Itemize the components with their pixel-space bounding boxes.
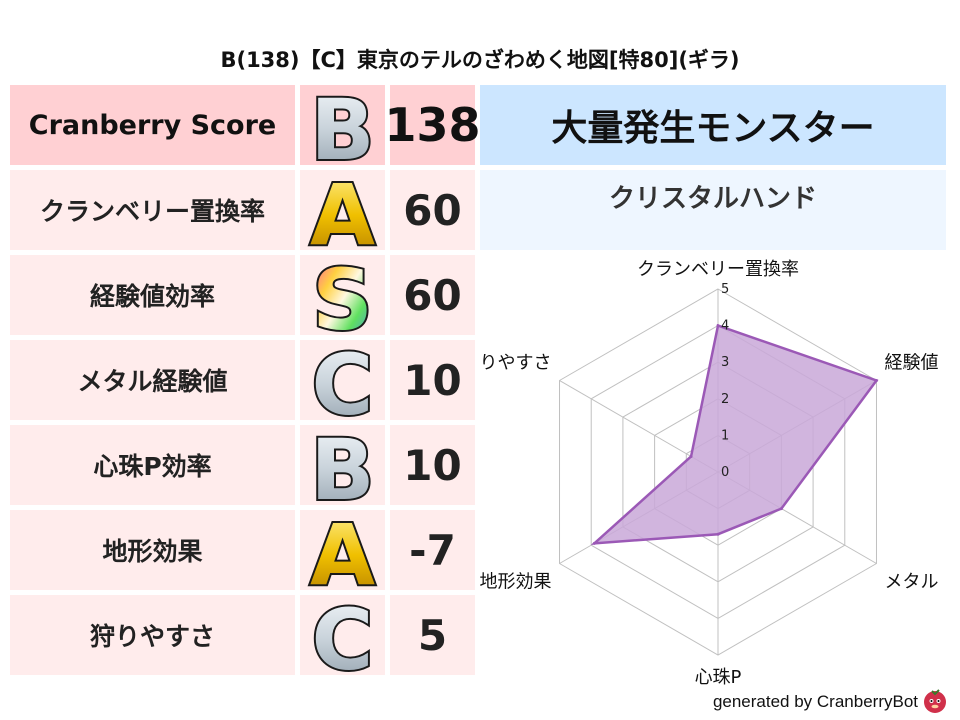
data-point bbox=[716, 532, 720, 536]
svg-text:C: C bbox=[312, 593, 374, 678]
page-title: B(138)【C】東京のテルのざわめく地図[特80](ギラ) bbox=[220, 48, 740, 72]
grade-a-icon: A bbox=[308, 168, 377, 253]
axis-label: メタル bbox=[884, 572, 938, 593]
grade-c-icon: C bbox=[310, 593, 376, 678]
data-polygon bbox=[590, 323, 879, 545]
grade-s-icon: S bbox=[310, 253, 375, 338]
footer-credit: generated by CranberryBot bbox=[712, 692, 918, 711]
metric-value: 10 bbox=[390, 340, 475, 420]
grade-badge: C bbox=[300, 338, 385, 423]
grade-b-icon: B bbox=[308, 423, 376, 508]
score-label: Cranberry Score bbox=[10, 85, 295, 165]
grade-a-icon: A bbox=[308, 508, 377, 593]
data-point bbox=[716, 324, 720, 328]
svg-text:B: B bbox=[310, 423, 374, 508]
axis-label: 経験値 bbox=[884, 353, 938, 374]
metric-value: 10 bbox=[390, 425, 475, 505]
data-point bbox=[592, 541, 596, 545]
metric-label: メタル経験値 bbox=[10, 340, 295, 420]
svg-text:C: C bbox=[312, 338, 374, 423]
metric-value: -7 bbox=[390, 510, 475, 590]
tick-label: 1 bbox=[721, 428, 729, 443]
metric-label: 狩りやすさ bbox=[10, 595, 295, 675]
axis-label: クランベリー置換率 bbox=[637, 259, 799, 280]
metric-label: クランベリー置換率 bbox=[10, 170, 295, 250]
data-point bbox=[874, 379, 878, 382]
tick-label: 4 bbox=[721, 319, 729, 334]
grade-badge: C bbox=[300, 593, 385, 678]
score-value: 138 bbox=[384, 85, 481, 165]
grade-c-icon: C bbox=[310, 338, 376, 423]
svg-text:S: S bbox=[312, 253, 373, 338]
monster-heading: 大量発生モンスター bbox=[480, 85, 946, 165]
grade-b-icon: B bbox=[308, 83, 376, 168]
svg-text:B: B bbox=[310, 83, 374, 168]
tick-label: 5 bbox=[721, 282, 729, 297]
axis-label: 狩りやすさ bbox=[480, 353, 552, 374]
svg-text:A: A bbox=[310, 508, 375, 593]
grade-badge: A bbox=[300, 508, 385, 593]
axis-label: 地形効果 bbox=[480, 572, 552, 593]
grade-badge: A bbox=[300, 168, 385, 253]
metric-value: 5 bbox=[390, 595, 475, 675]
tick-label: 2 bbox=[721, 392, 729, 407]
cranberry-bot-icon bbox=[924, 689, 946, 713]
monster-name: クリスタルハンド bbox=[480, 170, 946, 250]
grade-badge: S bbox=[300, 253, 385, 338]
data-point bbox=[779, 507, 783, 511]
metric-label: 心珠P効率 bbox=[10, 425, 295, 505]
metric-label: 経験値効率 bbox=[10, 255, 295, 335]
tick-label: 3 bbox=[721, 355, 729, 370]
svg-text:A: A bbox=[310, 168, 375, 253]
tick-label: 0 bbox=[721, 465, 729, 480]
grade-badge: B bbox=[300, 83, 385, 168]
metric-label: 地形効果 bbox=[10, 510, 295, 590]
metric-value: 60 bbox=[390, 255, 475, 335]
metric-value: 60 bbox=[390, 170, 475, 250]
axis-label: 心珠P bbox=[695, 667, 742, 688]
grade-badge: B bbox=[300, 423, 385, 508]
data-point bbox=[689, 454, 693, 458]
